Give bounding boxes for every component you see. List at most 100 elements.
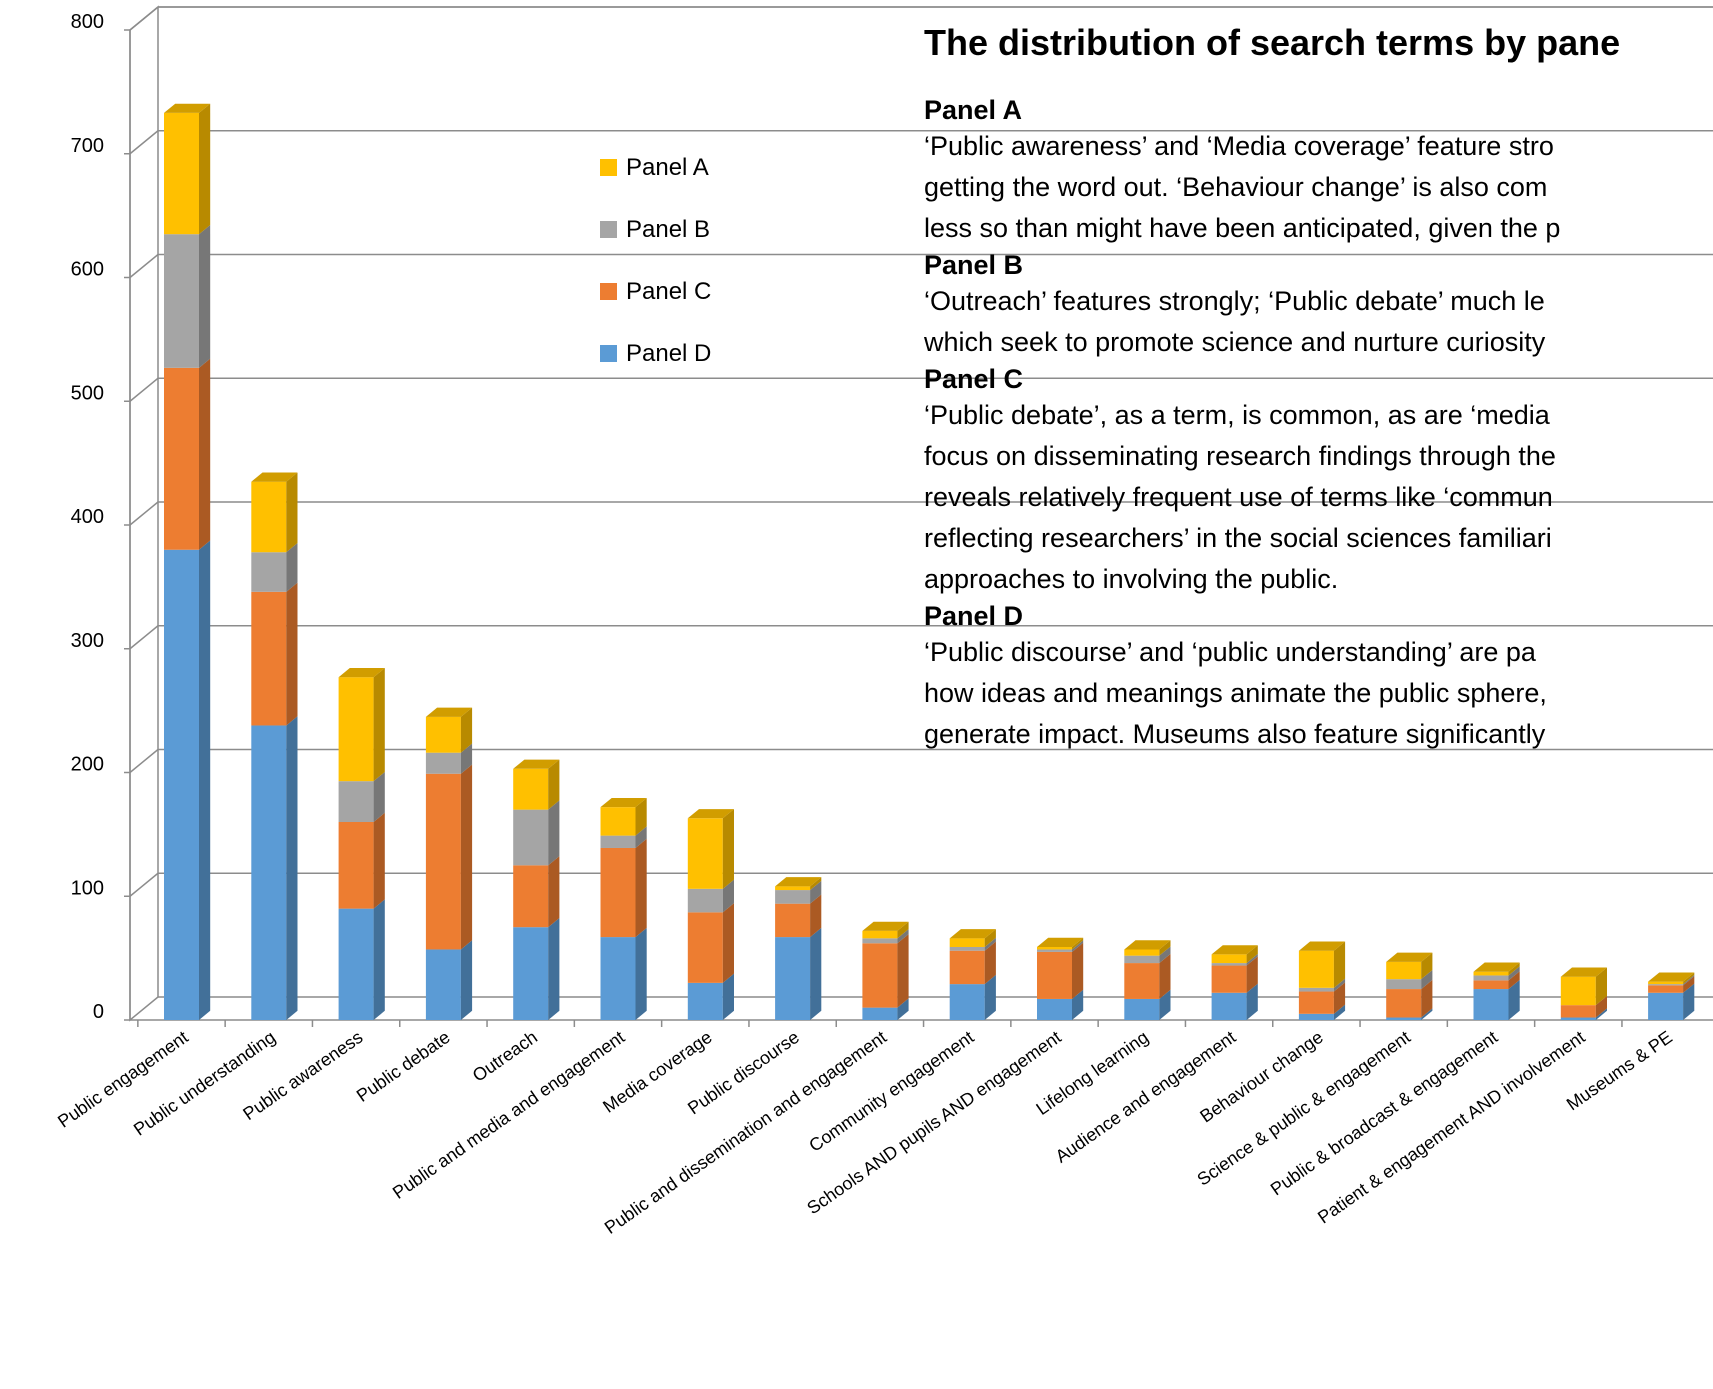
section-panel-b: Panel B ‘Outreach’ features strongly; ‘P… bbox=[924, 249, 1713, 363]
bar-segment bbox=[164, 103, 211, 235]
bar-segment bbox=[251, 543, 298, 592]
bar-side bbox=[373, 899, 385, 1020]
bar-segment bbox=[425, 940, 473, 1020]
bar-segment bbox=[775, 880, 822, 904]
bar-side bbox=[1246, 945, 1258, 964]
bar-top bbox=[862, 921, 909, 931]
bar-front bbox=[1473, 971, 1509, 976]
legend-item: Panel B bbox=[600, 216, 710, 243]
bar-side bbox=[635, 838, 647, 938]
bar-segment bbox=[164, 224, 211, 368]
bar-front bbox=[1386, 989, 1422, 1018]
bar-side bbox=[199, 540, 211, 1020]
bar-segment bbox=[600, 797, 647, 836]
bar-segment bbox=[1211, 953, 1258, 966]
gridline-diagonal bbox=[129, 748, 159, 774]
bar-segment bbox=[600, 838, 647, 938]
x-tick-label: Public understanding bbox=[130, 1027, 279, 1140]
bar-segment bbox=[1648, 972, 1695, 985]
bar-side bbox=[635, 826, 647, 848]
bar-segment bbox=[1386, 969, 1433, 990]
bar-side bbox=[199, 224, 211, 368]
bar-top bbox=[775, 877, 822, 887]
bar-side bbox=[199, 358, 211, 550]
bar-segment bbox=[1298, 941, 1346, 988]
bar-stack bbox=[862, 921, 909, 1020]
bar-front bbox=[1473, 980, 1509, 990]
section-line: less so than might have been anticipated… bbox=[924, 213, 1561, 243]
y-tick-label: 500 bbox=[71, 382, 104, 404]
bar-segment bbox=[1386, 1008, 1433, 1020]
bar-side bbox=[1683, 983, 1695, 1020]
bar-side bbox=[460, 743, 473, 774]
bar-side bbox=[984, 941, 996, 985]
bar-side bbox=[1333, 982, 1346, 1014]
y-axis-ticks: 0 100 200 300 400 500 600 700 800 bbox=[71, 11, 130, 1023]
bar-side bbox=[1595, 995, 1607, 1018]
legend-label: Panel A bbox=[626, 154, 709, 181]
bar-top bbox=[1473, 962, 1520, 972]
bar-side bbox=[1421, 952, 1433, 980]
section-panel-d: Panel D ‘Public discourse’ and ‘public u… bbox=[924, 600, 1713, 755]
bar-front bbox=[775, 937, 811, 1020]
bar-stack bbox=[1473, 962, 1520, 1020]
bar-top bbox=[164, 103, 211, 113]
bar-front bbox=[164, 234, 199, 368]
bar-top bbox=[687, 809, 734, 819]
bar-segment bbox=[338, 899, 385, 1020]
bar-segment bbox=[1211, 983, 1258, 1020]
bar-segment bbox=[1560, 967, 1607, 1006]
bar-front bbox=[513, 768, 549, 810]
bar-segment bbox=[687, 903, 734, 983]
bar-top bbox=[1560, 967, 1607, 977]
x-tick-label: Community engagement bbox=[805, 1027, 977, 1156]
bar-top bbox=[425, 707, 473, 717]
bar-segment bbox=[338, 668, 385, 782]
bar-front bbox=[600, 835, 636, 848]
bar-segment bbox=[1473, 962, 1520, 976]
bar-segment bbox=[1473, 966, 1520, 981]
bar-front bbox=[600, 807, 636, 836]
bar-side bbox=[1159, 946, 1171, 964]
bar-side bbox=[810, 880, 822, 904]
bar-front bbox=[1386, 961, 1422, 980]
bar-front bbox=[1124, 949, 1160, 956]
gridline-diagonal bbox=[129, 377, 159, 402]
bar-front bbox=[513, 865, 549, 928]
bar-side bbox=[1683, 972, 1695, 985]
section-line: ‘Public discourse’ and ‘public understan… bbox=[924, 637, 1536, 667]
bar-stack bbox=[949, 929, 996, 1020]
bar-side bbox=[722, 903, 734, 983]
bar-front bbox=[687, 818, 723, 889]
bar-front bbox=[425, 773, 461, 950]
bar-front bbox=[862, 1007, 898, 1020]
bar-front bbox=[1211, 963, 1247, 966]
bar-side bbox=[1595, 967, 1607, 1006]
bar-front bbox=[164, 549, 199, 1020]
bar-segment bbox=[513, 759, 560, 810]
section-heading: Panel B bbox=[924, 250, 1024, 280]
bar-stack bbox=[1037, 937, 1084, 1020]
bar-front bbox=[1560, 1005, 1596, 1018]
bar-stack bbox=[251, 472, 298, 1020]
bar-stack bbox=[1298, 941, 1346, 1020]
bar-segment bbox=[949, 929, 996, 947]
commentary-panel: The distribution of search terms by pane… bbox=[924, 18, 1713, 755]
bar-front bbox=[1211, 954, 1247, 964]
bar-front bbox=[775, 886, 811, 891]
bar-segment bbox=[687, 973, 734, 1020]
bar-front bbox=[425, 949, 461, 1020]
bar-front bbox=[251, 552, 287, 592]
bar-stack bbox=[164, 103, 211, 1020]
bar-side bbox=[1333, 978, 1346, 992]
bar-side bbox=[1159, 953, 1171, 999]
section-line: generate impact. Museums also feature si… bbox=[924, 719, 1546, 749]
legend-swatch bbox=[600, 283, 617, 300]
bar-segment bbox=[1298, 1004, 1346, 1020]
bar-segment bbox=[164, 358, 211, 550]
bars bbox=[164, 103, 1695, 1020]
bar-front bbox=[1298, 1013, 1334, 1020]
bar-front bbox=[338, 822, 374, 909]
